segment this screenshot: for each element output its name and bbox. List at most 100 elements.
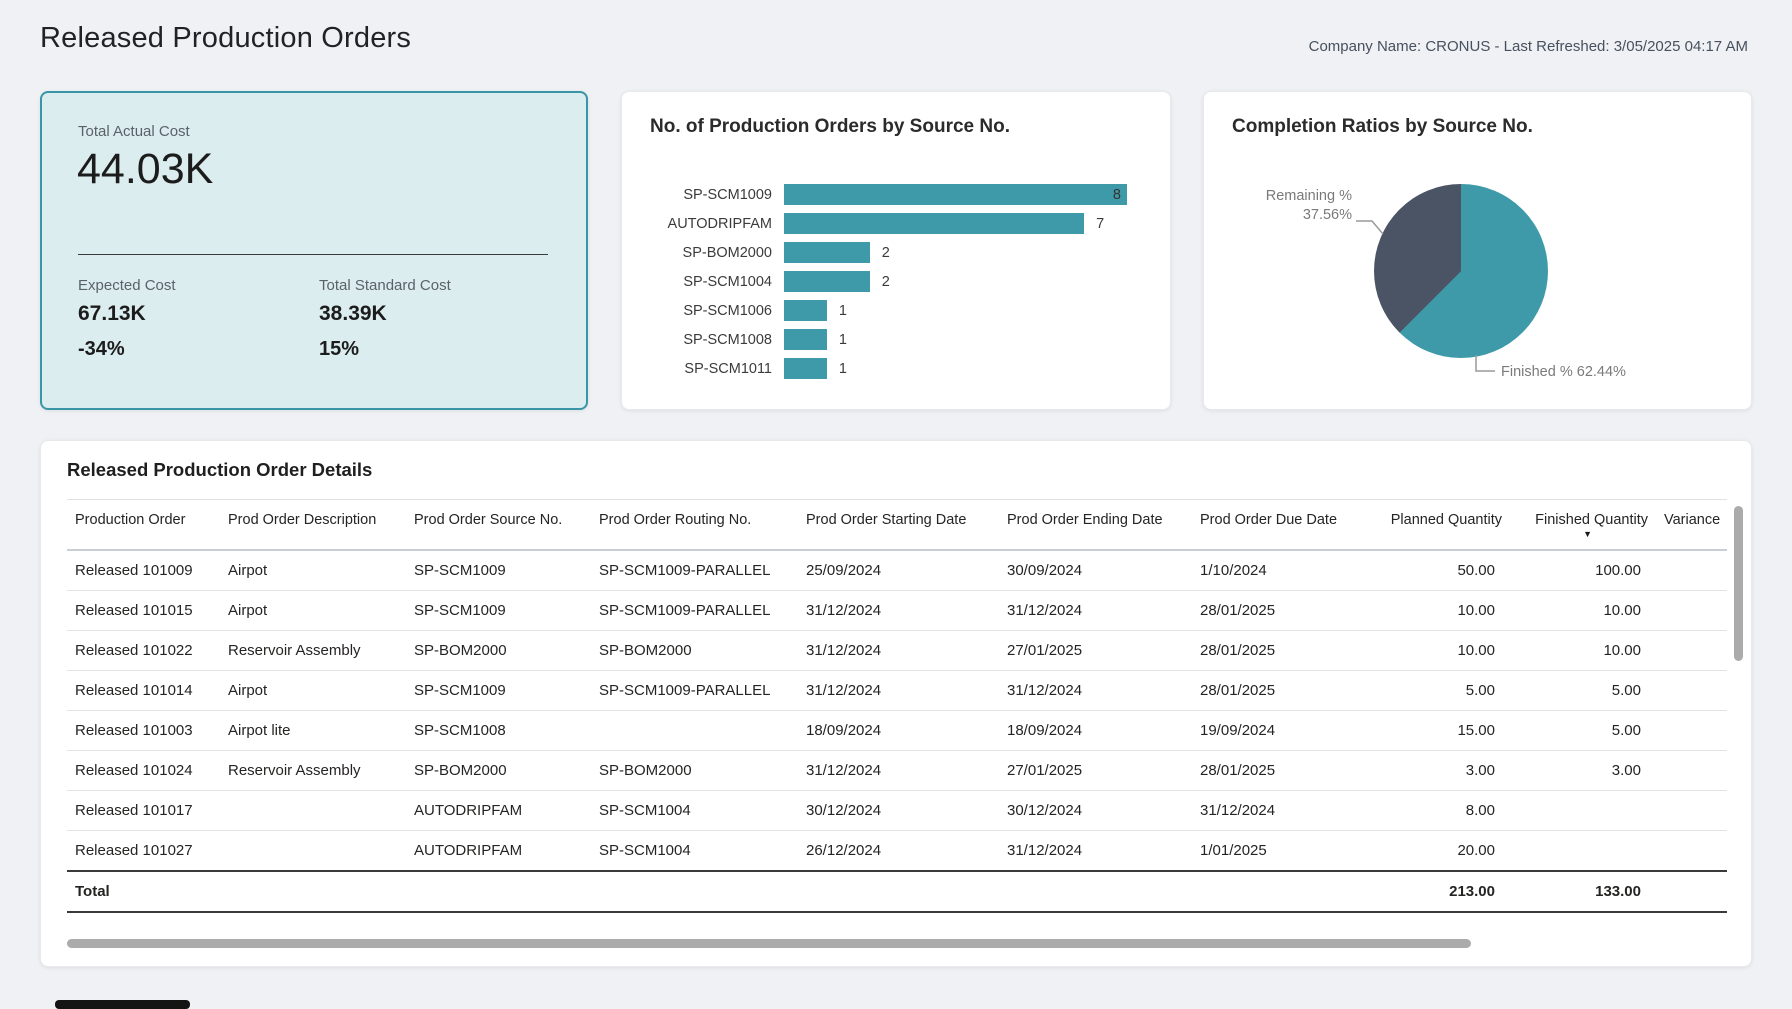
- table-row[interactable]: Released 101009 Airpot SP-SCM1009 SP-SCM100…: [67, 550, 1727, 591]
- table-cell: SP-SCM1009: [406, 550, 591, 591]
- total-planned-quantity: 213.00: [1364, 870, 1510, 913]
- bar[interactable]: [784, 242, 870, 263]
- table-row[interactable]: Released 101024 Reservoir Assembly SP-BOM2…: [67, 750, 1727, 791]
- column-header[interactable]: Prod Order Source No.: [406, 499, 591, 551]
- table-cell: [1656, 670, 1727, 711]
- table-cell: 31/12/2024: [1192, 790, 1364, 831]
- bar-value-label: 1: [838, 360, 847, 377]
- table-cell: 18/09/2024: [798, 710, 999, 751]
- table-cell: 28/01/2025: [1192, 590, 1364, 631]
- bar-category-label: SP-SCM1006: [683, 302, 772, 319]
- table-vertical-scrollbar-thumb[interactable]: [1734, 506, 1743, 661]
- column-header[interactable]: Variance: [1656, 499, 1727, 551]
- table-row[interactable]: Released 101014 Airpot SP-SCM1009 SP-SCM100…: [67, 670, 1727, 711]
- table-row[interactable]: Released 101003 Airpot lite SP-SCM1008 18/0…: [67, 710, 1727, 751]
- table-header-row: Production Order Prod Order Description Pr…: [67, 499, 1727, 551]
- table-cell: SP-SCM1008: [406, 710, 591, 751]
- pie[interactable]: [1374, 184, 1548, 358]
- bar-category-label: SP-SCM1004: [683, 273, 772, 290]
- order-details-table: Production Order Prod Order Description Pr…: [67, 499, 1727, 913]
- table-cell: Released 101014: [67, 670, 220, 711]
- expected-cost-label: Expected Cost: [78, 277, 176, 294]
- column-header[interactable]: Finished Quantity ▼: [1510, 499, 1656, 551]
- table-row[interactable]: Released 101022 Reservoir Assembly SP-BOM2…: [67, 630, 1727, 671]
- bar-track: 1: [784, 300, 1156, 321]
- table-cell: 10.00: [1510, 590, 1656, 631]
- table-cell: 1/01/2025: [1192, 830, 1364, 872]
- standard-cost-delta: 15%: [319, 338, 360, 360]
- bar-value-label: 2: [881, 244, 890, 261]
- table-cell: SP-SCM1009: [406, 670, 591, 711]
- bar-row: AUTODRIPFAM 7: [650, 209, 1156, 238]
- bar[interactable]: [784, 329, 827, 350]
- total-finished-quantity: 133.00: [1510, 870, 1656, 913]
- table-cell: Reservoir Assembly: [220, 750, 406, 791]
- table-cell: [1656, 630, 1727, 671]
- column-header[interactable]: Prod Order Starting Date: [798, 499, 999, 551]
- table-cell: 1/10/2024: [1192, 550, 1364, 591]
- table-cell: 28/01/2025: [1192, 630, 1364, 671]
- table-cell: 31/12/2024: [798, 630, 999, 671]
- table-cell: 30/12/2024: [798, 790, 999, 831]
- bar-row: SP-SCM1009 8: [650, 180, 1156, 209]
- bar-track: 7: [784, 213, 1156, 234]
- bar-track: 1: [784, 329, 1156, 350]
- column-header[interactable]: Prod Order Due Date: [1192, 499, 1364, 551]
- table-cell: 31/12/2024: [999, 590, 1192, 631]
- table-cell: [1510, 790, 1656, 831]
- bar[interactable]: [784, 271, 870, 292]
- table-cell: [1656, 550, 1727, 591]
- table-horizontal-scrollbar-thumb[interactable]: [67, 939, 1471, 948]
- kpi-value: 44.03K: [77, 145, 214, 193]
- bar[interactable]: [784, 213, 1085, 234]
- bar-value-label: 7: [1096, 215, 1105, 232]
- bar-row: SP-SCM1011 1: [650, 354, 1156, 383]
- table-row[interactable]: Released 101015 Airpot SP-SCM1009 SP-SCM100…: [67, 590, 1727, 631]
- table-cell: 19/09/2024: [1192, 710, 1364, 751]
- table-cell: 3.00: [1510, 750, 1656, 791]
- table-row[interactable]: Released 101017 AUTODRIPFAM SP-SCM1004 30/1…: [67, 790, 1727, 831]
- bar[interactable]: [784, 358, 827, 379]
- bar-row: SP-SCM1008 1: [650, 325, 1156, 354]
- bar[interactable]: 8: [784, 184, 1127, 205]
- table-cell: Released 101003: [67, 710, 220, 751]
- table-cell: 27/01/2025: [999, 630, 1192, 671]
- standard-cost-label: Total Standard Cost: [319, 277, 451, 294]
- table-cell: 8.00: [1364, 790, 1510, 831]
- table-cell: 28/01/2025: [1192, 670, 1364, 711]
- bar[interactable]: [784, 300, 827, 321]
- table-cell: Airpot: [220, 670, 406, 711]
- table-body: Released 101009 Airpot SP-SCM1009 SP-SCM100…: [67, 550, 1727, 872]
- sort-descending-icon: ▼: [1583, 529, 1592, 539]
- table-cell: Released 101022: [67, 630, 220, 671]
- table-cell: [220, 790, 406, 831]
- table-cell: SP-BOM2000: [406, 630, 591, 671]
- standard-cost-value: 38.39K: [319, 302, 387, 325]
- column-header[interactable]: Planned Quantity: [1364, 499, 1510, 551]
- order-details-table-card: Released Production Order Details Produc…: [40, 440, 1752, 967]
- table-cell: [1656, 590, 1727, 631]
- expected-cost-value: 67.13K: [78, 302, 146, 325]
- table-cell: Released 101024: [67, 750, 220, 791]
- table-row[interactable]: Released 101027 AUTODRIPFAM SP-SCM1004 26/1…: [67, 830, 1727, 872]
- table-cell: [1656, 830, 1727, 872]
- table-cell: 3.00: [1364, 750, 1510, 791]
- table-cell: Airpot lite: [220, 710, 406, 751]
- table-cell: Reservoir Assembly: [220, 630, 406, 671]
- table-cell: 31/12/2024: [798, 590, 999, 631]
- page-horizontal-scrollbar-thumb[interactable]: [55, 1000, 190, 1009]
- bar-value-label: 8: [1112, 186, 1121, 203]
- column-header[interactable]: Prod Order Description: [220, 499, 406, 551]
- column-header[interactable]: Prod Order Routing No.: [591, 499, 798, 551]
- bar-row: SP-SCM1006 1: [650, 296, 1156, 325]
- bar-category-label: SP-SCM1009: [683, 186, 772, 203]
- column-header[interactable]: Prod Order Ending Date: [999, 499, 1192, 551]
- table-total-row: Total 213.00 133.00: [67, 870, 1727, 913]
- column-header[interactable]: Production Order: [67, 499, 220, 551]
- table-cell: SP-BOM2000: [591, 630, 798, 671]
- table-cell: SP-SCM1009-PARALLEL: [591, 670, 798, 711]
- total-actual-cost-card[interactable]: Total Actual Cost 44.03K Expected Cost 6…: [40, 91, 588, 410]
- bar-category-label: SP-SCM1008: [683, 331, 772, 348]
- bar-value-label: 1: [838, 331, 847, 348]
- table-cell: [1656, 710, 1727, 751]
